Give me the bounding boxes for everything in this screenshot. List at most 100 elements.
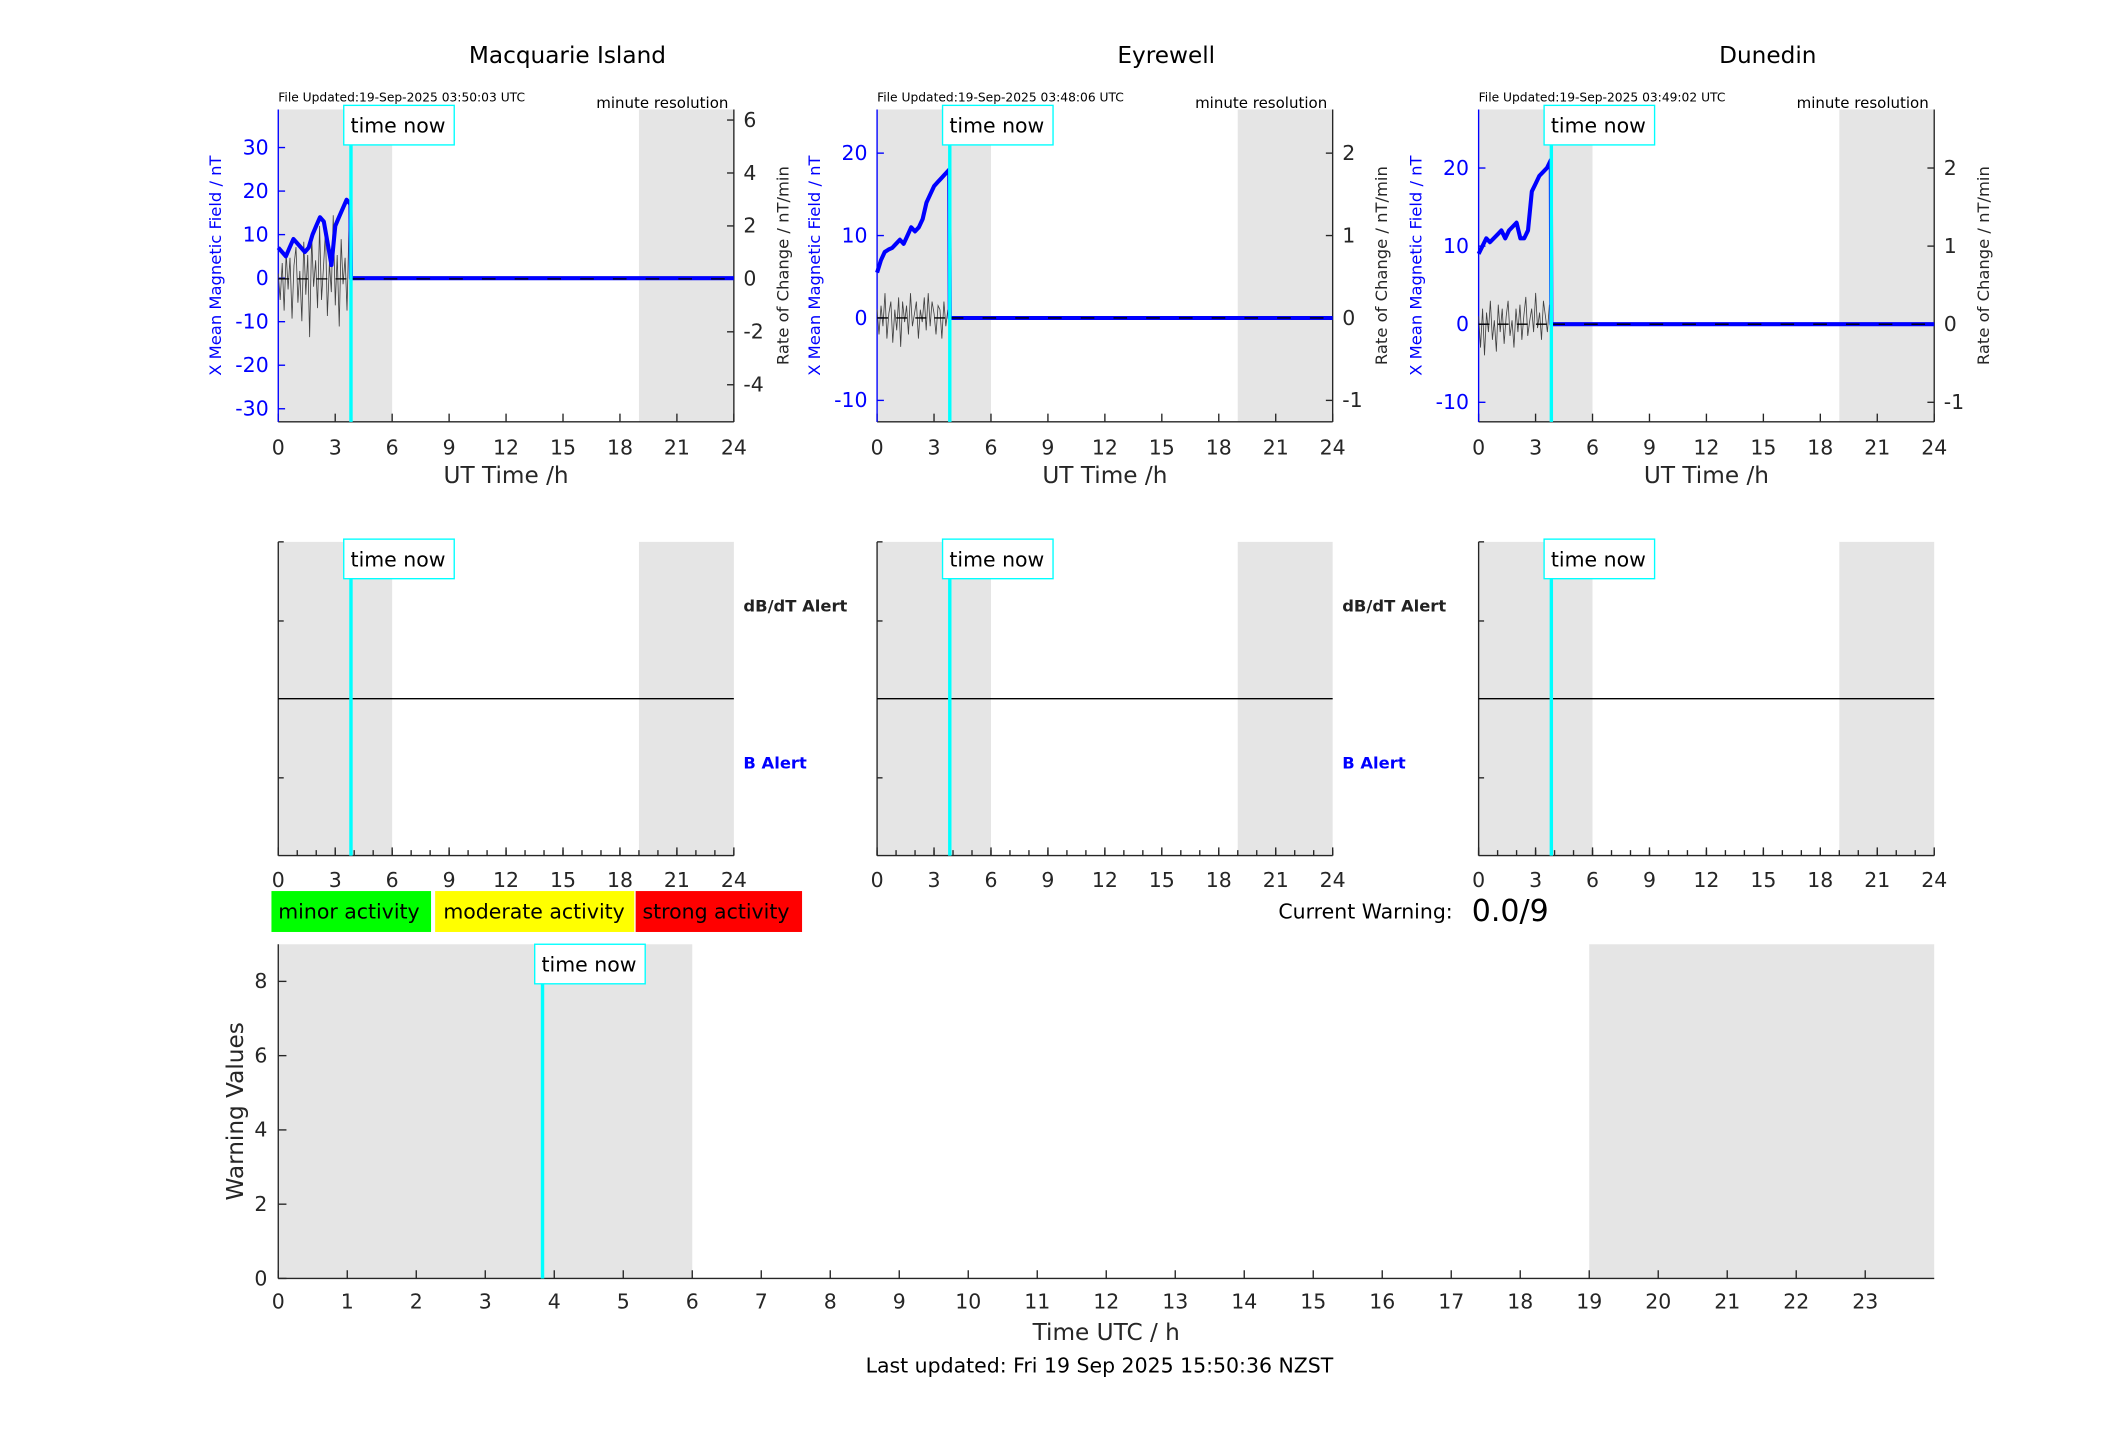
x-tick-label: 3 (1529, 868, 1542, 892)
x-tick-label: 24 (1921, 436, 1947, 460)
right-y-tick-label: -1 (1944, 390, 1964, 414)
y-tick-label: 6 (254, 1043, 267, 1067)
x-tick-label: 24 (721, 436, 747, 460)
time-now-box (1543, 538, 1656, 580)
x-tick-label: 9 (443, 868, 456, 892)
x-tick-label: 15 (1750, 868, 1776, 892)
dbdt-alert-label: dB/dT Alert (1342, 596, 1446, 615)
plot-title: Eyrewell (1117, 42, 1215, 69)
x-tick-label: 10 (955, 1289, 981, 1313)
left-y-tick-label: 10 (243, 222, 269, 246)
right-y-axis-label: Rate of Change / nT/min (773, 166, 792, 365)
x-tick-label: 15 (1149, 868, 1175, 892)
x-tick-label: 0 (272, 1289, 285, 1313)
x-tick-label: 12 (1093, 1289, 1119, 1313)
current-warning-value: 0.0/9 (1472, 894, 1549, 929)
legend-moderate-label: moderate activity (443, 899, 624, 923)
x-field-trace (276, 197, 734, 281)
time-now-label: time now (949, 114, 1044, 138)
x-tick-label: 24 (1320, 436, 1346, 460)
right-y-tick-label: 0 (743, 267, 756, 291)
right-y-tick-label: -1 (1342, 388, 1362, 412)
time-now-label: time now (351, 547, 446, 571)
right-y-tick-label: 4 (743, 161, 756, 185)
x-tick-label: 3 (329, 868, 342, 892)
x-tick-label: 9 (1041, 868, 1054, 892)
x-tick-label: 21 (664, 868, 690, 892)
x-tick-label: 24 (721, 868, 747, 892)
x-tick-label: 18 (1206, 436, 1232, 460)
x-tick-label: 0 (871, 436, 884, 460)
x-tick-label: 3 (479, 1289, 492, 1313)
x-tick-label: 15 (1149, 436, 1175, 460)
left-y-tick-label: -10 (834, 388, 867, 412)
rate-of-change-trace (1478, 292, 1552, 356)
x-tick-label: 12 (493, 436, 519, 460)
x-field-trace (875, 167, 1333, 321)
right-y-tick-label: 2 (1944, 156, 1957, 180)
time-now-label: time now (949, 547, 1044, 571)
time-now-box (1543, 104, 1656, 146)
x-tick-label: 12 (1693, 436, 1719, 460)
x-tick-label: 1 (341, 1289, 354, 1313)
x-tick-label: 7 (755, 1289, 768, 1313)
time-now-label: time now (1551, 547, 1646, 571)
left-y-axis-label: X Mean Magnetic Field / nT (805, 154, 824, 375)
time-now-box (343, 538, 455, 580)
legend-minor-swatch (271, 891, 432, 932)
x-tick-label: 9 (1643, 436, 1656, 460)
x-tick-label: 3 (928, 868, 941, 892)
x-axis-label: UT Time /h (1042, 462, 1167, 489)
x-tick-label: 2 (410, 1289, 423, 1313)
plot-title: Macquarie Island (469, 42, 666, 69)
left-y-tick-label: -30 (235, 397, 268, 421)
left-y-tick-label: 0 (1456, 312, 1469, 336)
night-shade (638, 109, 734, 422)
right-y-tick-label: 2 (1342, 141, 1355, 165)
x-tick-label: 15 (1300, 1289, 1326, 1313)
right-y-axis-label: Rate of Change / nT/min (1372, 166, 1391, 365)
left-y-tick-label: 10 (1443, 234, 1469, 258)
x-tick-label: 5 (617, 1289, 630, 1313)
x-tick-label: 3 (329, 436, 342, 460)
rate-of-change-trace (277, 215, 352, 338)
night-shade (278, 109, 393, 422)
x-tick-label: 18 (607, 868, 633, 892)
left-y-tick-label: 20 (1443, 156, 1469, 180)
x-tick-label: 0 (1472, 868, 1485, 892)
right-y-tick-label: 0 (1944, 312, 1957, 336)
x-tick-label: 20 (1645, 1289, 1671, 1313)
x-tick-label: 6 (984, 868, 997, 892)
left-y-tick-label: 30 (243, 135, 269, 159)
rate-of-change-trace (876, 293, 951, 347)
x-tick-label: 13 (1162, 1289, 1188, 1313)
left-y-tick-label: 10 (842, 223, 868, 247)
resolution-label: minute resolution (1797, 94, 1929, 112)
x-tick-label: 24 (1320, 868, 1346, 892)
alert-plot-1: 0 3 6 9 12 15 18 21 24 time now dB/dT Alert B Alert (272, 538, 848, 892)
right-y-tick-label: -4 (743, 373, 763, 397)
b-alert-label: B Alert (1342, 753, 1406, 772)
x-tick-label: 21 (664, 436, 690, 460)
time-now-box (534, 943, 646, 985)
x-tick-label: 15 (550, 436, 576, 460)
file-updated-label: File Updated:19-Sep-2025 03:49:02 UTC (1479, 90, 1726, 104)
x-tick-label: 12 (1092, 868, 1118, 892)
time-now-label: time now (351, 114, 446, 138)
y-tick-label: 0 (254, 1266, 267, 1290)
right-y-axis-label: Rate of Change / nT/min (1974, 166, 1993, 365)
x-tick-label: 21 (1714, 1289, 1740, 1313)
y-tick-label: 4 (254, 1118, 267, 1142)
legend-moderate-swatch (435, 891, 635, 932)
x-tick-label: 0 (871, 868, 884, 892)
night-shade (1478, 109, 1593, 422)
night-shade (1237, 109, 1333, 422)
x-tick-label: 3 (1529, 436, 1542, 460)
right-y-tick-label: 1 (1944, 234, 1957, 258)
x-axis-label: Time UTC / h (1032, 1319, 1180, 1346)
x-tick-label: 22 (1783, 1289, 1809, 1313)
left-y-tick-label: 0 (256, 266, 269, 290)
